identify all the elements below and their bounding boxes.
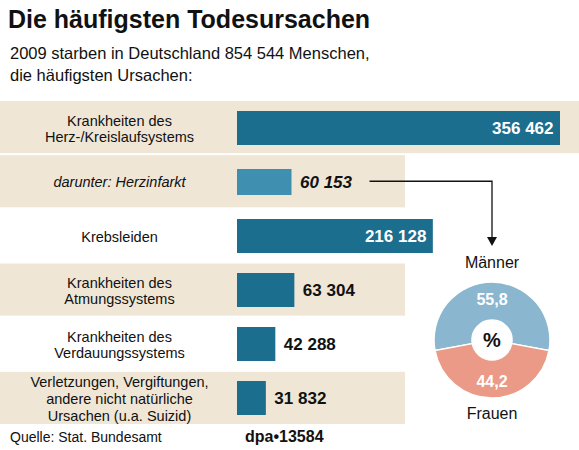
html-text:2009 starben in Deutschland 85: 2009 starben in Deutschland 854 544 Mens… — [10, 44, 370, 84]
svg-text:44,2: 44,2 — [476, 373, 507, 390]
svg-text:356 462: 356 462 — [492, 119, 553, 138]
svg-text:Verletzungen, Vergiftungen,and: Verletzungen, Vergiftungen,andere nicht … — [30, 374, 208, 423]
svg-text:Krankheiten desVerdauungssyste: Krankheiten desVerdauungssystems — [54, 328, 185, 361]
html-text:Die häufigsten Todesursachen: Die häufigsten Todesursachen — [8, 5, 371, 33]
svg-text:%: % — [483, 329, 501, 351]
svg-text:Krankheiten desAtmungssystems: Krankheiten desAtmungssystems — [64, 274, 174, 307]
svg-text:darunter: Herzinfarkt: darunter: Herzinfarkt — [53, 174, 186, 190]
svg-text:42 288: 42 288 — [284, 335, 336, 354]
svg-text:63 304: 63 304 — [303, 281, 356, 300]
svg-text:Krankheiten desHerz-/Kreislauf: Krankheiten desHerz-/Kreislaufsystems — [45, 112, 194, 145]
html-text:Quelle: Stat. Bundesamt: Quelle: Stat. Bundesamt — [10, 429, 162, 445]
svg-text:Männer: Männer — [465, 254, 520, 271]
svg-text:60 153: 60 153 — [300, 173, 353, 192]
svg-text:31 832: 31 832 — [274, 389, 326, 408]
svg-text:Frauen: Frauen — [467, 405, 518, 422]
html-text:dpa•13584: dpa•13584 — [245, 428, 324, 445]
svg-text:55,8: 55,8 — [476, 291, 507, 308]
svg-text:Krebsleiden: Krebsleiden — [81, 229, 158, 245]
svg-text:216 128: 216 128 — [365, 227, 426, 246]
